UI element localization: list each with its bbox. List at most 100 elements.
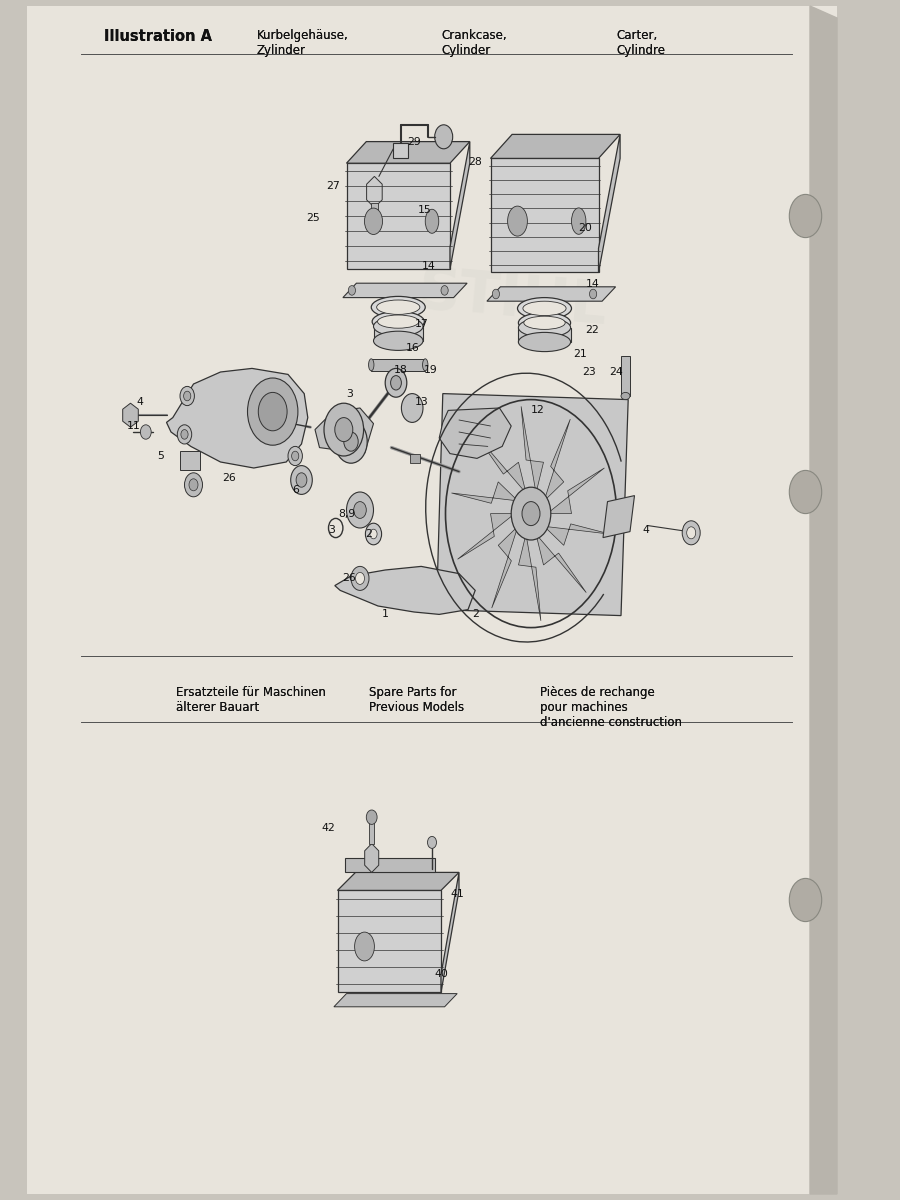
Text: 4: 4 xyxy=(136,397,143,407)
Polygon shape xyxy=(338,890,441,992)
Text: 17: 17 xyxy=(414,319,428,329)
Polygon shape xyxy=(598,134,620,272)
Polygon shape xyxy=(364,844,379,872)
Ellipse shape xyxy=(621,392,630,400)
Circle shape xyxy=(511,487,551,540)
Ellipse shape xyxy=(369,359,374,371)
Text: 40: 40 xyxy=(434,970,448,979)
Circle shape xyxy=(180,386,194,406)
Text: Crankcase,
Cylinder: Crankcase, Cylinder xyxy=(441,29,507,56)
Ellipse shape xyxy=(376,300,419,314)
FancyBboxPatch shape xyxy=(27,6,837,1194)
Text: 12: 12 xyxy=(530,406,544,415)
Circle shape xyxy=(296,473,307,487)
Polygon shape xyxy=(439,408,511,458)
Text: 1: 1 xyxy=(382,610,389,619)
Text: STIHL: STIHL xyxy=(416,263,610,337)
Polygon shape xyxy=(521,407,544,493)
Text: Carter,
Cylindre: Carter, Cylindre xyxy=(616,29,665,56)
Ellipse shape xyxy=(523,301,566,316)
Polygon shape xyxy=(547,468,605,514)
Text: Kurbelgehäuse,
Zylinder: Kurbelgehäuse, Zylinder xyxy=(256,29,348,56)
Circle shape xyxy=(590,289,597,299)
Circle shape xyxy=(346,492,374,528)
Polygon shape xyxy=(338,872,459,890)
Text: 14: 14 xyxy=(421,262,436,271)
Circle shape xyxy=(189,479,198,491)
Circle shape xyxy=(687,527,696,539)
Text: 29: 29 xyxy=(407,137,421,146)
Polygon shape xyxy=(441,872,459,992)
Bar xyxy=(410,454,420,463)
Circle shape xyxy=(492,289,500,299)
Circle shape xyxy=(385,368,407,397)
Text: 25: 25 xyxy=(306,214,320,223)
Polygon shape xyxy=(166,368,308,468)
Polygon shape xyxy=(621,356,630,396)
Text: 20: 20 xyxy=(578,223,592,233)
Text: Ersatzteile für Maschinen
älterer Bauart: Ersatzteile für Maschinen älterer Bauart xyxy=(176,686,326,714)
Text: 26: 26 xyxy=(222,473,237,482)
Text: 19: 19 xyxy=(423,365,437,374)
Polygon shape xyxy=(374,326,423,341)
Circle shape xyxy=(351,566,369,590)
Text: 21: 21 xyxy=(573,349,588,359)
Polygon shape xyxy=(491,134,620,158)
Circle shape xyxy=(288,446,302,466)
Circle shape xyxy=(248,378,298,445)
Text: Spare Parts for
Previous Models: Spare Parts for Previous Models xyxy=(369,686,464,714)
Polygon shape xyxy=(487,287,616,301)
Polygon shape xyxy=(393,143,408,158)
Ellipse shape xyxy=(524,316,565,330)
Ellipse shape xyxy=(374,331,423,350)
Circle shape xyxy=(435,125,453,149)
Text: 24: 24 xyxy=(609,367,624,377)
Text: Ersatzteile für Maschinen
älterer Bauart: Ersatzteile für Maschinen älterer Bauart xyxy=(176,686,326,714)
Text: Crankcase,
Cylinder: Crankcase, Cylinder xyxy=(441,29,507,56)
Text: 8,9: 8,9 xyxy=(338,509,356,518)
Text: 16: 16 xyxy=(405,343,419,353)
Text: 3: 3 xyxy=(346,389,353,398)
Circle shape xyxy=(370,529,377,539)
Circle shape xyxy=(344,432,358,451)
Polygon shape xyxy=(476,434,526,493)
Polygon shape xyxy=(346,142,470,163)
Polygon shape xyxy=(544,419,571,500)
Circle shape xyxy=(324,403,364,456)
Bar xyxy=(345,858,435,872)
Polygon shape xyxy=(457,514,515,559)
Polygon shape xyxy=(366,176,382,208)
Circle shape xyxy=(789,878,822,922)
Text: 6: 6 xyxy=(292,485,299,494)
Text: Carter,
Cylindre: Carter, Cylindre xyxy=(616,29,665,56)
Text: Spare Parts for
Previous Models: Spare Parts for Previous Models xyxy=(369,686,464,714)
Circle shape xyxy=(682,521,700,545)
Circle shape xyxy=(184,473,202,497)
Ellipse shape xyxy=(423,359,428,371)
Polygon shape xyxy=(436,394,628,616)
Polygon shape xyxy=(491,158,598,272)
Polygon shape xyxy=(603,496,634,538)
Text: 11: 11 xyxy=(126,421,140,431)
Circle shape xyxy=(291,466,312,494)
Text: Illustration A: Illustration A xyxy=(104,29,212,43)
Text: 2: 2 xyxy=(365,529,373,539)
Polygon shape xyxy=(371,359,425,371)
Circle shape xyxy=(441,286,448,295)
Polygon shape xyxy=(122,403,139,427)
Circle shape xyxy=(181,430,188,439)
Polygon shape xyxy=(452,482,518,503)
Polygon shape xyxy=(343,283,467,298)
Text: 22: 22 xyxy=(585,325,599,335)
Circle shape xyxy=(356,572,364,584)
Polygon shape xyxy=(536,534,586,593)
Text: 13: 13 xyxy=(414,397,428,407)
Text: 18: 18 xyxy=(393,365,408,374)
Text: 2: 2 xyxy=(472,610,479,619)
Circle shape xyxy=(366,810,377,824)
Ellipse shape xyxy=(508,206,527,236)
Text: Pièces de rechange
pour machines
d'ancienne construction: Pièces de rechange pour machines d'ancie… xyxy=(540,686,682,730)
Polygon shape xyxy=(491,527,518,608)
Circle shape xyxy=(365,523,382,545)
Circle shape xyxy=(258,392,287,431)
